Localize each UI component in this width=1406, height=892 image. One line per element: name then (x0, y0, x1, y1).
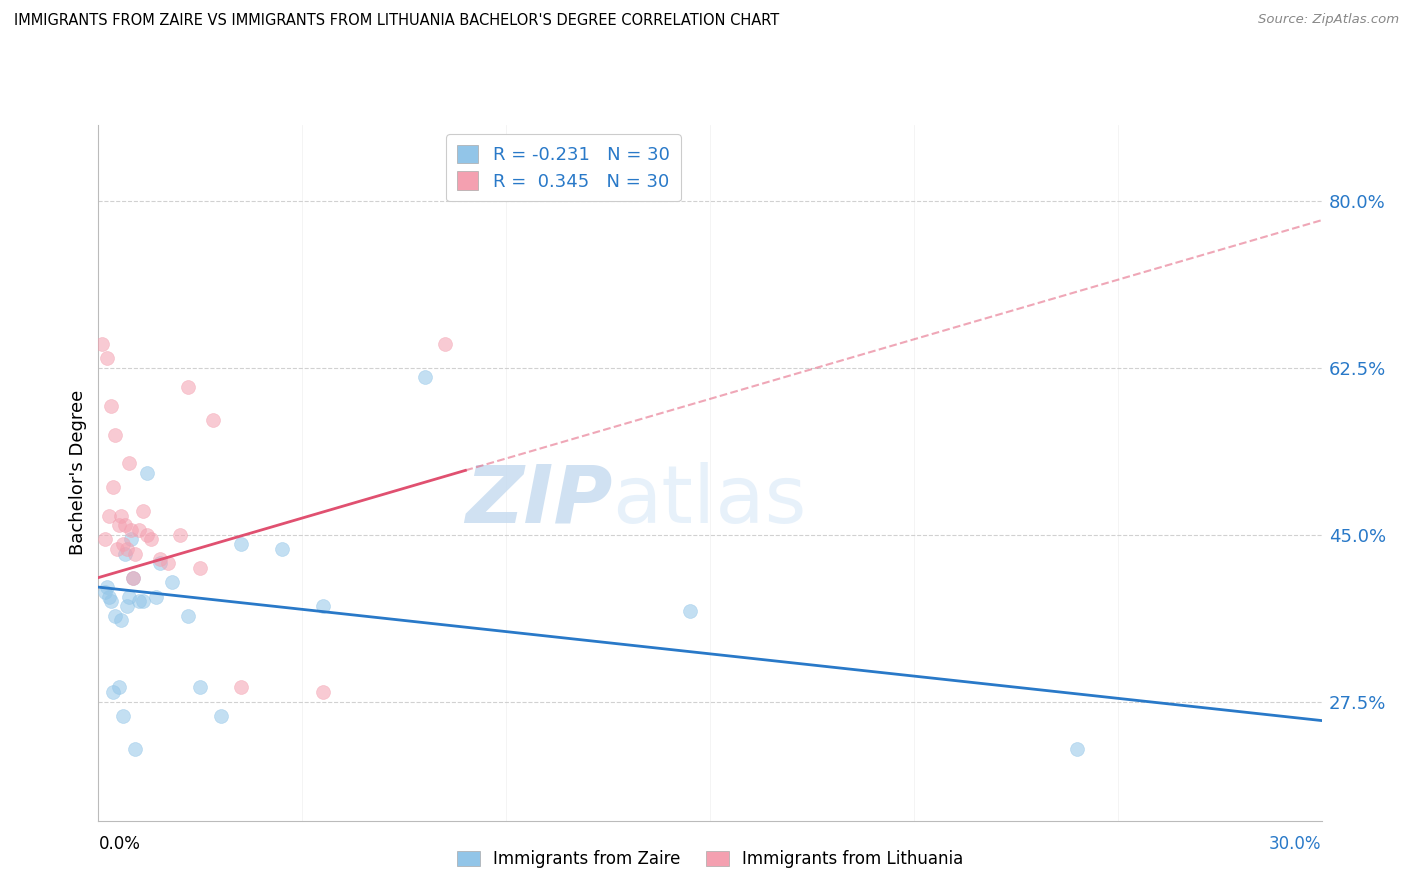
Point (114, 547, 136, 561)
Point (201, 413, 224, 427)
Point (97, 508, 120, 523)
Point (413, 370, 436, 384)
Point (111, 537, 134, 551)
Point (100, 399, 122, 413)
Point (231, 537, 253, 551)
Text: 0.0%: 0.0% (98, 835, 141, 853)
Point (93, 585, 115, 599)
Point (122, 571, 145, 585)
Legend: R = -0.231   N = 30, R =  0.345   N = 30: R = -0.231 N = 30, R = 0.345 N = 30 (446, 134, 681, 202)
Point (188, 561, 212, 575)
Point (115, 599, 138, 614)
Point (97, 590, 120, 604)
Point (110, 614, 132, 628)
Point (93, 533, 115, 547)
Point (270, 541, 294, 556)
Point (149, 557, 172, 571)
Point (124, 547, 146, 561)
Point (115, 541, 138, 556)
Point (118, 590, 141, 604)
Point (101, 480, 124, 494)
Point (156, 557, 179, 571)
Point (160, 575, 183, 590)
Text: 30.0%: 30.0% (1270, 835, 1322, 853)
Text: Source: ZipAtlas.com: Source: ZipAtlas.com (1258, 13, 1399, 27)
Point (177, 608, 200, 623)
Point (141, 533, 163, 547)
Y-axis label: Bachelor's Degree: Bachelor's Degree (69, 390, 87, 556)
Point (1066, 742, 1088, 756)
Point (679, 604, 702, 618)
Point (169, 527, 191, 541)
Point (111, 708, 134, 723)
Point (104, 427, 127, 442)
Point (433, 337, 456, 351)
Point (177, 380, 200, 394)
Point (120, 523, 142, 537)
Point (136, 466, 159, 480)
Point (101, 685, 124, 699)
Point (114, 518, 136, 533)
Point (110, 508, 132, 523)
Point (128, 594, 150, 608)
Text: ZIP: ZIP (465, 461, 612, 540)
Text: atlas: atlas (612, 461, 807, 540)
Point (132, 504, 155, 518)
Point (96, 580, 118, 594)
Point (209, 708, 232, 723)
Point (312, 685, 335, 699)
Point (108, 518, 131, 533)
Point (118, 456, 141, 470)
Point (120, 533, 142, 547)
Point (149, 551, 172, 566)
Point (132, 594, 155, 608)
Point (128, 523, 150, 537)
Point (122, 571, 145, 585)
Text: IMMIGRANTS FROM ZAIRE VS IMMIGRANTS FROM LITHUANIA BACHELOR'S DEGREE CORRELATION: IMMIGRANTS FROM ZAIRE VS IMMIGRANTS FROM… (14, 13, 779, 29)
Point (145, 590, 167, 604)
Point (91, 337, 114, 351)
Point (231, 680, 253, 694)
Point (188, 680, 212, 694)
Point (124, 742, 146, 756)
Point (136, 527, 159, 541)
Point (104, 608, 127, 623)
Point (105, 541, 128, 556)
Point (312, 599, 335, 614)
Point (108, 680, 131, 694)
Point (96, 351, 118, 366)
Point (100, 594, 122, 608)
